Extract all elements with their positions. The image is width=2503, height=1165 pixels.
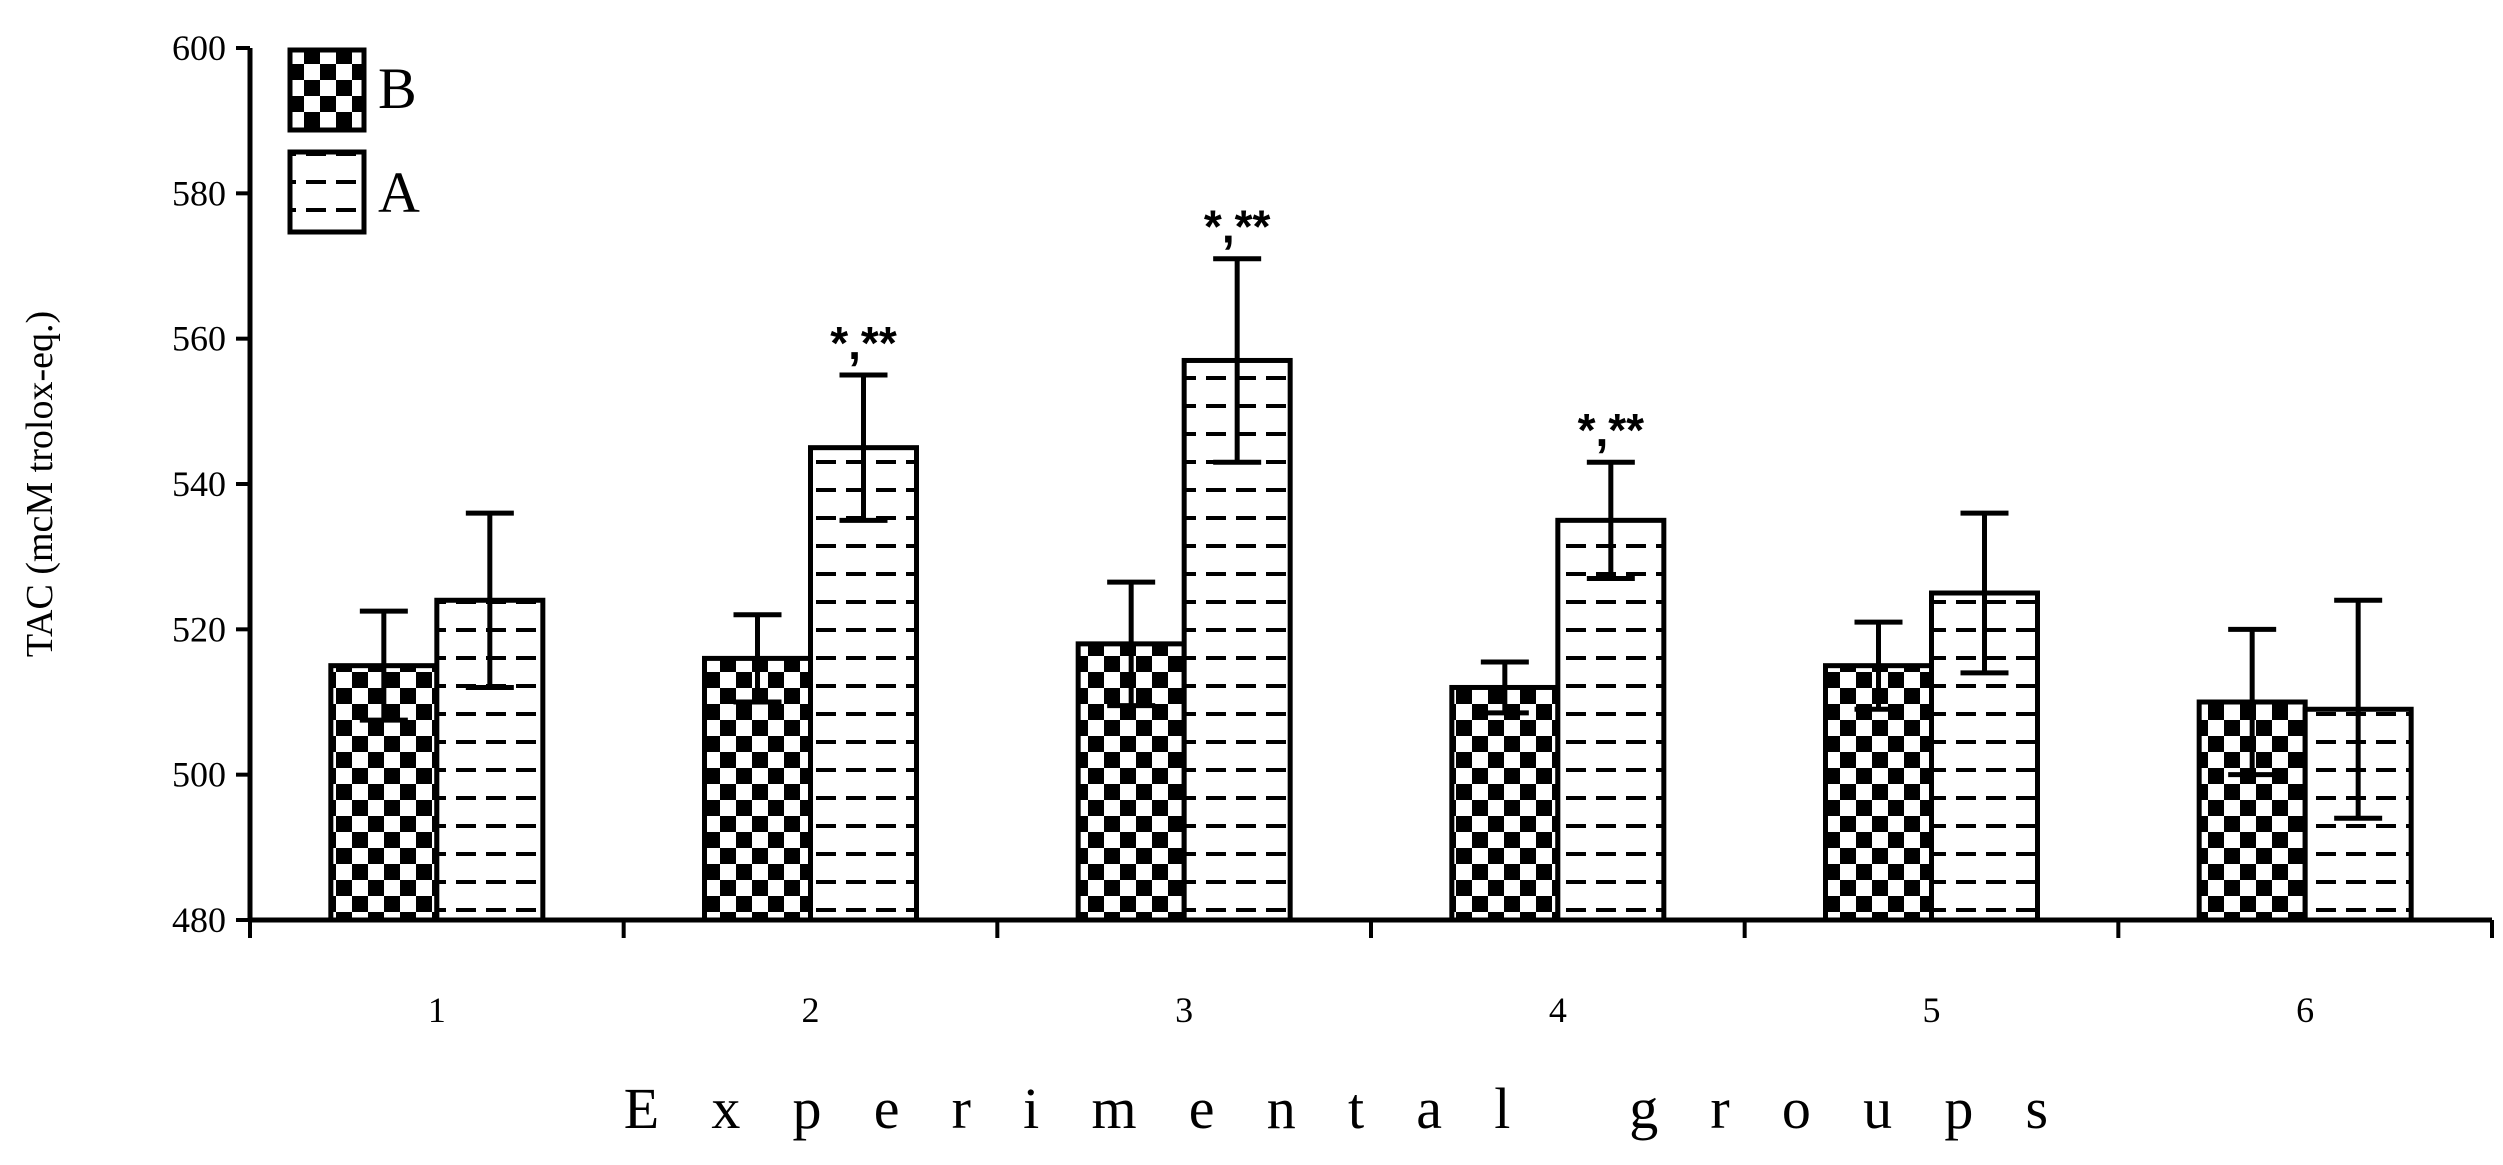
y-tick-label: 520 [172, 609, 226, 649]
significance-annotation: *,** [1578, 404, 1645, 456]
x-tick-label: 6 [2296, 990, 2314, 1030]
y-tick-label: 500 [172, 755, 226, 795]
significance-annotation: *,** [830, 317, 897, 369]
legend-swatch-b [287, 47, 367, 133]
bar-b-4 [1449, 684, 1561, 923]
legend-label-a: A [378, 160, 420, 225]
y-tick-label: 580 [172, 173, 226, 213]
y-tick-label: 560 [172, 319, 226, 359]
y-tick-label: 540 [172, 464, 226, 504]
x-axis-title: Experimental groups [624, 1076, 2101, 1141]
legend-swatch-a [287, 149, 367, 235]
y-tick-label: 480 [172, 900, 226, 940]
legend: B A [287, 47, 420, 235]
y-axis: 480 500 520 540 560 580 600 [172, 28, 253, 940]
x-axis: 1 2 3 4 5 6 [248, 917, 2494, 1030]
error-bars-layer [359, 256, 2383, 821]
x-tick-label: 5 [1923, 990, 1941, 1030]
x-tick-label: 4 [1549, 990, 1567, 1030]
x-tick-label: 2 [802, 990, 820, 1030]
bars-layer [328, 357, 2414, 923]
annotations-layer: *,** *,** *,** [830, 201, 1644, 456]
y-tick-label: 600 [172, 28, 226, 68]
legend-label-b: B [378, 56, 417, 121]
x-tick-label: 1 [428, 990, 446, 1030]
x-tick-label: 3 [1175, 990, 1193, 1030]
y-axis-title: TAC (mcM trolox-eq.) [19, 311, 61, 657]
significance-annotation: *,** [1204, 201, 1271, 253]
